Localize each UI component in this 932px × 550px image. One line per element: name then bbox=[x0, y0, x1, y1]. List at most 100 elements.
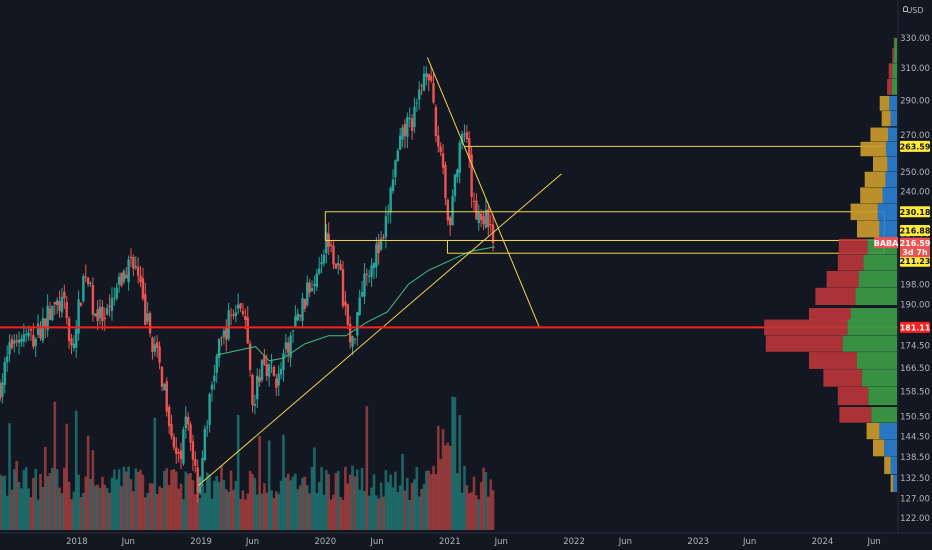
volume-bar bbox=[177, 488, 180, 530]
candle-body bbox=[72, 343, 76, 348]
candle-body bbox=[20, 338, 23, 342]
volume-bar bbox=[77, 474, 80, 530]
candle-body bbox=[213, 375, 216, 382]
candle-body bbox=[317, 268, 321, 274]
alert-bell-icon[interactable] bbox=[903, 6, 908, 12]
moving-average-line bbox=[216, 246, 495, 362]
currency-label[interactable]: USD bbox=[906, 6, 924, 15]
candle-body bbox=[451, 196, 454, 226]
volume-bar bbox=[91, 450, 95, 530]
volume-bar bbox=[79, 497, 83, 530]
volume-bar bbox=[55, 469, 59, 530]
candle-body bbox=[125, 274, 128, 279]
candle-body bbox=[441, 153, 445, 168]
candle-body bbox=[113, 297, 116, 299]
volume-bar bbox=[465, 485, 469, 530]
price-label-text: 216.88 bbox=[900, 226, 931, 235]
trendline[interactable] bbox=[198, 173, 562, 486]
volume-bar bbox=[203, 492, 207, 530]
candle-body bbox=[198, 477, 202, 494]
volume-profile-down-bar bbox=[838, 238, 868, 255]
volume-bar bbox=[5, 495, 9, 530]
volume-bar bbox=[325, 470, 328, 530]
volume-profile-up-bar bbox=[887, 156, 897, 172]
candle-body bbox=[182, 429, 185, 464]
candle-body bbox=[48, 308, 52, 320]
volume-bar bbox=[451, 396, 454, 530]
candle-body bbox=[101, 306, 104, 322]
volume-bar bbox=[194, 494, 197, 530]
volume-bar bbox=[105, 488, 109, 530]
price-tick-label: 310.00 bbox=[900, 64, 930, 74]
volume-bar bbox=[208, 474, 211, 530]
volume-bar bbox=[279, 480, 283, 530]
candle-body bbox=[206, 426, 209, 428]
volume-bar bbox=[163, 470, 166, 530]
volume-profile-up-bar bbox=[847, 319, 897, 336]
countdown-text: 3d 7h bbox=[902, 248, 928, 257]
volume-bar bbox=[470, 492, 473, 530]
price-label-text: 230.18 bbox=[900, 208, 931, 217]
volume-bar bbox=[22, 469, 26, 530]
volume-bar bbox=[472, 476, 476, 530]
candle-body bbox=[246, 317, 249, 344]
drawings-layer[interactable] bbox=[0, 57, 898, 486]
volume-bar bbox=[210, 498, 214, 530]
time-axis[interactable]: 2018 Jun 2019 Jun 2020 Jun 2021 Jun 2022 Jun 2023 J… bbox=[0, 532, 932, 550]
candle-body bbox=[234, 312, 238, 317]
volume-bar bbox=[48, 473, 52, 530]
candle-body bbox=[456, 169, 459, 178]
candle-body bbox=[222, 330, 226, 337]
candle-body bbox=[398, 135, 402, 150]
volume-bar bbox=[425, 470, 428, 530]
candle-body bbox=[63, 292, 66, 299]
candle-body bbox=[465, 132, 469, 140]
volume-profile-down-bar bbox=[764, 319, 848, 336]
volume-bar bbox=[12, 469, 16, 530]
candle-body bbox=[46, 305, 49, 331]
volume-bar bbox=[244, 499, 247, 530]
volume-bar bbox=[491, 490, 495, 530]
candle-body bbox=[103, 317, 107, 320]
candle-body bbox=[177, 451, 180, 454]
price-tick-label: 144.50 bbox=[900, 432, 930, 442]
volume-bar bbox=[146, 493, 149, 530]
volume-bar bbox=[158, 486, 161, 530]
volume-bar bbox=[344, 466, 347, 530]
candle-body bbox=[105, 308, 109, 315]
candle-body bbox=[410, 118, 414, 131]
volume-bar bbox=[265, 492, 269, 530]
moving-average bbox=[216, 246, 495, 362]
candle-body bbox=[5, 356, 9, 363]
price-label-badge bbox=[900, 321, 930, 333]
candle-body bbox=[0, 383, 2, 400]
candle-body bbox=[468, 138, 471, 159]
price-tick-label: 270.00 bbox=[900, 131, 930, 141]
candle-body bbox=[34, 338, 37, 346]
candle-body bbox=[75, 328, 78, 348]
candle-body bbox=[89, 282, 92, 285]
volume-bar bbox=[341, 499, 345, 530]
candle-body bbox=[117, 276, 121, 285]
candle-body bbox=[470, 154, 473, 197]
candle-body bbox=[351, 336, 354, 347]
volume-bar bbox=[401, 453, 404, 530]
price-label-text: 211.23 bbox=[900, 257, 931, 266]
price-tick-label: 138.50 bbox=[900, 453, 930, 463]
volume-bar bbox=[129, 479, 133, 530]
volume-profile-down-bar bbox=[860, 141, 887, 157]
volume-profile-down-bar bbox=[857, 220, 880, 238]
volume-bar bbox=[179, 483, 183, 530]
time-tick-label: Jun bbox=[121, 537, 135, 547]
candle-body bbox=[148, 312, 152, 334]
volume-bar bbox=[305, 485, 309, 530]
time-tick-label: Jun bbox=[369, 537, 383, 547]
price-tick-label: 166.50 bbox=[900, 364, 930, 374]
trendline[interactable] bbox=[426, 57, 540, 327]
price-tick-label: 190.00 bbox=[900, 300, 930, 310]
volume-profile-up-bar bbox=[863, 254, 897, 271]
volume-profile bbox=[764, 37, 897, 493]
volume-bar bbox=[267, 440, 271, 530]
volume-bar bbox=[110, 477, 114, 530]
